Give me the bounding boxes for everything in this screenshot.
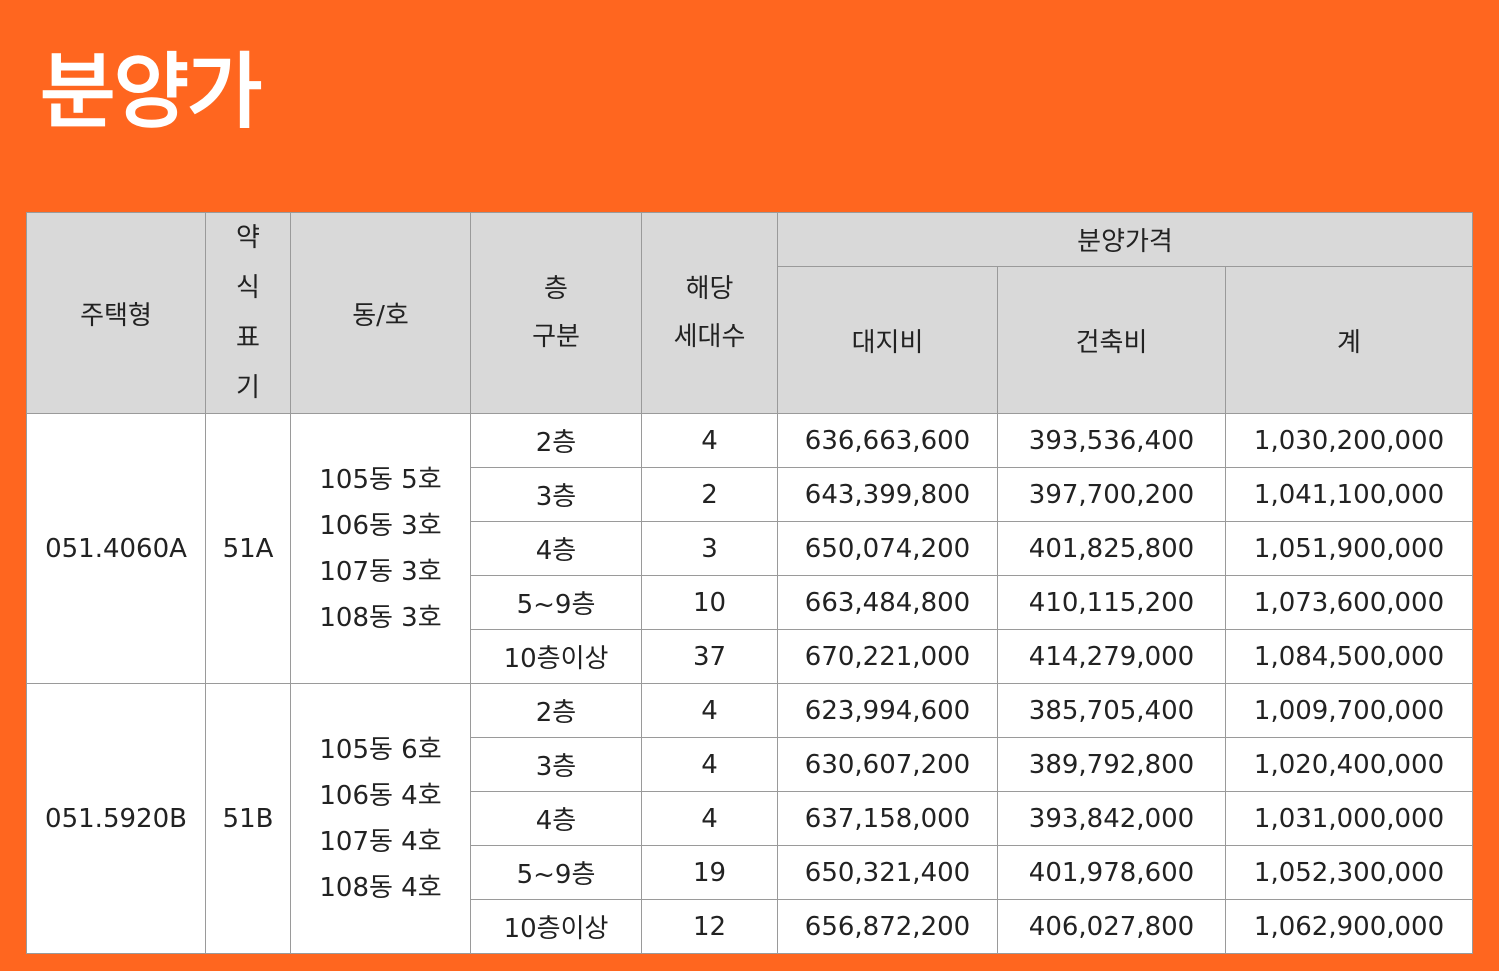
total-cell: 1,031,000,000 [1224, 791, 1474, 846]
floor-cell: 5~9층 [470, 575, 642, 630]
building-cell: 401,978,600 [997, 845, 1226, 900]
floor-cell: 2층 [470, 683, 642, 738]
land-cell: 650,321,400 [777, 845, 998, 900]
dongho-cell: 105동 6호 106동 4호 107동 4호 108동 4호 [290, 683, 471, 954]
dongho-line: 105동 6호 [319, 734, 442, 765]
header-units-line: 세대수 [673, 322, 746, 352]
type-cell: 051.5920B [26, 683, 206, 954]
floor-cell: 5~9층 [470, 845, 642, 900]
header-abbr-line: 기 [236, 373, 260, 403]
building-cell: 401,825,800 [997, 521, 1226, 576]
table-row: 5~9층 19 650,321,400 401,978,600 1,052,30… [27, 845, 1474, 900]
units-cell: 4 [641, 683, 778, 738]
table-row: 10층이상 12 656,872,200 406,027,800 1,062,9… [27, 899, 1474, 954]
floor-cell: 10층이상 [470, 629, 642, 684]
total-cell: 1,062,900,000 [1224, 899, 1474, 954]
units-cell: 37 [641, 629, 778, 684]
header-price-group: 분양가격 [776, 211, 1474, 268]
header-units: 해당 세대수 [641, 212, 778, 414]
header-units-line: 해당 [685, 274, 734, 304]
land-cell: 663,484,800 [777, 575, 998, 630]
land-cell: 630,607,200 [777, 737, 998, 792]
land-cell: 650,074,200 [777, 521, 998, 576]
table-row: 4층 4 637,158,000 393,842,000 1,031,000,0… [27, 791, 1474, 846]
header-type: 주택형 [26, 212, 206, 414]
building-cell: 385,705,400 [997, 683, 1226, 738]
header-dongho: 동/호 [290, 212, 471, 414]
header-abbr-line: 식 [236, 273, 260, 303]
building-cell: 406,027,800 [997, 899, 1226, 954]
total-cell: 1,030,200,000 [1224, 413, 1474, 468]
units-cell: 2 [641, 467, 778, 522]
dongho-line: 108동 4호 [319, 872, 442, 903]
units-cell: 4 [641, 737, 778, 792]
building-cell: 393,842,000 [997, 791, 1226, 846]
header-row-2: 대지비 건축비 계 [27, 266, 1474, 414]
header-total: 계 [1224, 266, 1474, 414]
total-cell: 1,009,700,000 [1224, 683, 1474, 738]
dongho-line: 106동 3호 [319, 510, 442, 541]
total-cell: 1,073,600,000 [1224, 575, 1474, 630]
dongho-line: 106동 4호 [319, 780, 442, 811]
building-cell: 389,792,800 [997, 737, 1226, 792]
header-abbr-line: 약 [236, 223, 260, 253]
dongho-line: 107동 4호 [319, 826, 442, 857]
abbr-cell: 51A [205, 413, 291, 684]
dongho-line: 105동 5호 [319, 464, 442, 495]
total-cell: 1,020,400,000 [1224, 737, 1474, 792]
table-row: 4층 3 650,074,200 401,825,800 1,051,900,0… [27, 521, 1474, 576]
price-table: 주택형 약 식 표 기 동/호 층 구분 해당 세대수 분양가격 [26, 211, 1474, 954]
header-land: 대지비 [777, 266, 998, 414]
floor-cell: 3층 [470, 467, 642, 522]
land-cell: 623,994,600 [777, 683, 998, 738]
building-cell: 397,700,200 [997, 467, 1226, 522]
floor-cell: 4층 [470, 521, 642, 576]
total-cell: 1,041,100,000 [1224, 467, 1474, 522]
header-floor-line: 층 [544, 274, 568, 304]
building-cell: 393,536,400 [997, 413, 1226, 468]
total-cell: 1,051,900,000 [1224, 521, 1474, 576]
header-floor-line: 구분 [532, 322, 580, 352]
table-row: 051.5920B 51B 105동 6호 106동 4호 107동 4호 10… [26, 683, 1474, 954]
units-cell: 12 [641, 899, 778, 954]
total-cell: 1,052,300,000 [1224, 845, 1474, 900]
total-cell: 1,084,500,000 [1224, 629, 1474, 684]
land-cell: 637,158,000 [777, 791, 998, 846]
units-cell: 4 [641, 791, 778, 846]
dongho-cell: 105동 5호 106동 3호 107동 3호 108동 3호 [290, 413, 471, 684]
building-cell: 410,115,200 [997, 575, 1226, 630]
price-table-container: 주택형 약 식 표 기 동/호 층 구분 해당 세대수 분양가격 [26, 211, 1474, 954]
header-abbr-line: 표 [236, 323, 260, 353]
header-building: 건축비 [997, 266, 1226, 414]
land-cell: 656,872,200 [777, 899, 998, 954]
abbr-cell: 51B [205, 683, 291, 954]
header-row-1: 주택형 약 식 표 기 동/호 층 구분 해당 세대수 분양가격 [26, 211, 1474, 414]
type-cell: 051.4060A [26, 413, 206, 684]
building-cell: 414,279,000 [997, 629, 1226, 684]
dongho-line: 108동 3호 [319, 602, 442, 633]
floor-cell: 4층 [470, 791, 642, 846]
dongho-line: 107동 3호 [319, 556, 442, 587]
land-cell: 670,221,000 [777, 629, 998, 684]
land-cell: 643,399,800 [777, 467, 998, 522]
floor-cell: 3층 [470, 737, 642, 792]
header-floor: 층 구분 [470, 212, 642, 414]
units-cell: 3 [641, 521, 778, 576]
table-row: 3층 4 630,607,200 389,792,800 1,020,400,0… [27, 737, 1474, 792]
units-cell: 4 [641, 413, 778, 468]
header-abbr: 약 식 표 기 [205, 212, 291, 414]
units-cell: 19 [641, 845, 778, 900]
page-title: 분양가 [40, 45, 262, 140]
floor-cell: 2층 [470, 413, 642, 468]
units-cell: 10 [641, 575, 778, 630]
land-cell: 636,663,600 [777, 413, 998, 468]
floor-cell: 10층이상 [470, 899, 642, 954]
table-row: 051.4060A 51A 105동 5호 106동 3호 107동 3호 10… [26, 413, 1474, 684]
